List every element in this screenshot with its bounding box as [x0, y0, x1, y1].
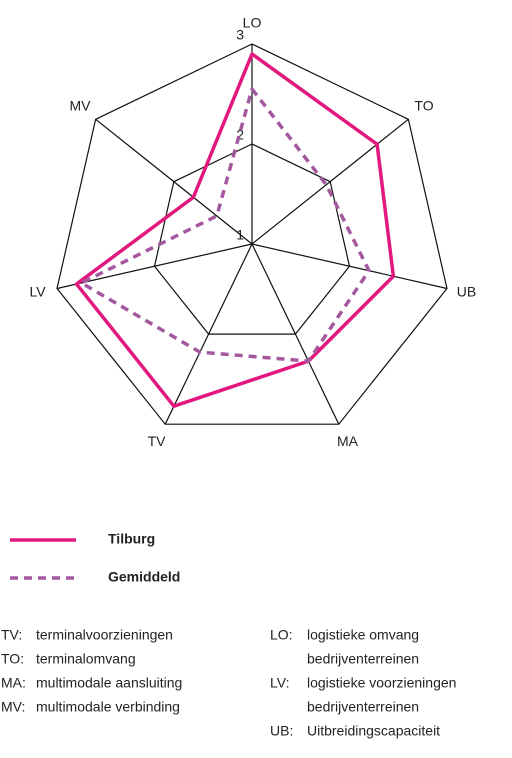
- legend-label: Tilburg: [108, 531, 155, 547]
- axis-label: MA: [337, 433, 359, 449]
- legend-label: Gemiddeld: [108, 569, 180, 585]
- glossary-text: multimodale aansluiting: [36, 675, 182, 691]
- r-tick-label: 3: [236, 27, 244, 43]
- glossary-abbr: UB:: [270, 723, 293, 739]
- glossary-text: Uitbreidingscapaciteit: [307, 723, 440, 739]
- glossary-text: terminalomvang: [36, 651, 136, 667]
- axis-label: TO: [414, 98, 433, 114]
- spoke: [251, 243, 448, 290]
- glossary-abbr: LO:: [270, 627, 293, 643]
- glossary-text: logistieke omvang: [307, 627, 419, 643]
- series-line: [74, 52, 396, 408]
- axis-label: LV: [29, 284, 46, 300]
- spoke: [56, 243, 253, 290]
- series-line: [79, 87, 371, 363]
- grid-ring: [153, 143, 351, 335]
- glossary-abbr: LV:: [270, 675, 289, 691]
- glossary-abbr: MV:: [1, 699, 25, 715]
- spoke: [251, 243, 340, 425]
- glossary-text: bedrijventerreinen: [307, 699, 419, 715]
- glossary-text: bedrijventerreinen: [307, 651, 419, 667]
- glossary-abbr: TV:: [1, 627, 22, 643]
- axis-label: TV: [148, 433, 167, 449]
- axis-label: LO: [243, 15, 262, 31]
- glossary-abbr: MA:: [1, 675, 26, 691]
- spoke: [251, 118, 409, 245]
- glossary-text: multimodale verbinding: [36, 699, 180, 715]
- spoke: [95, 118, 253, 245]
- glossary-text: terminalvoorzieningen: [36, 627, 173, 643]
- r-tick-label: 2: [236, 127, 244, 143]
- glossary-text: logistieke voorzieningen: [307, 675, 456, 691]
- glossary-abbr: TO:: [1, 651, 24, 667]
- axis-label: UB: [457, 284, 476, 300]
- axis-label: MV: [69, 98, 91, 114]
- spoke: [164, 243, 253, 425]
- grid-ring: [56, 43, 448, 425]
